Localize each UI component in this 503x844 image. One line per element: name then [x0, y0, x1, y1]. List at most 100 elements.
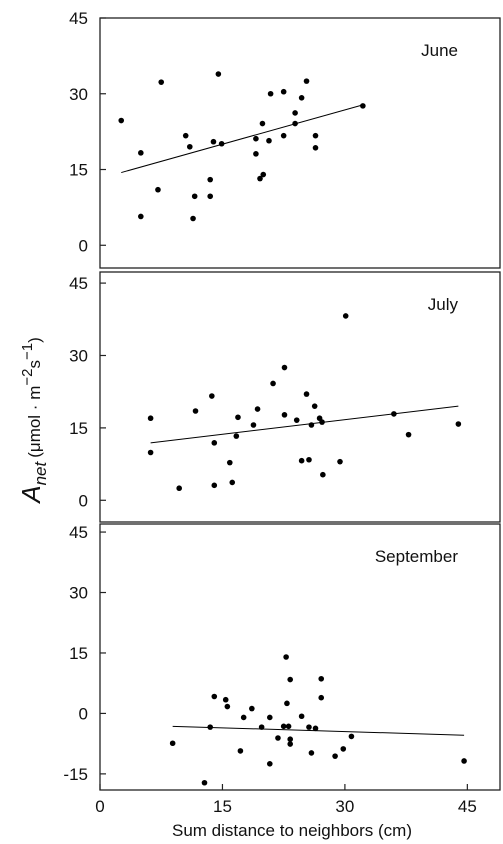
point [360, 103, 366, 109]
point [293, 417, 300, 423]
y-axis-label-part: A [16, 485, 46, 504]
point [169, 740, 176, 747]
point [332, 753, 338, 759]
fit-line [121, 104, 363, 174]
y-axis-label-part: −1 [19, 343, 36, 360]
point [292, 110, 298, 116]
point [211, 693, 218, 700]
point [182, 132, 189, 139]
point [257, 175, 263, 182]
point [280, 88, 287, 95]
point [118, 117, 125, 124]
point [158, 79, 165, 85]
point [266, 137, 272, 144]
fit-line [172, 725, 465, 736]
panel-title: September [375, 547, 458, 566]
point [308, 750, 315, 756]
panel-frame [99, 17, 501, 269]
point [275, 735, 281, 741]
point [215, 71, 222, 77]
point [192, 408, 199, 414]
point [191, 193, 198, 200]
point [285, 723, 292, 730]
y-tick-label: 15 [69, 161, 88, 180]
point [240, 714, 247, 721]
point [298, 457, 305, 464]
y-axis-label-part: s [25, 360, 44, 369]
point [340, 746, 347, 752]
fit-line [150, 405, 459, 444]
point [306, 724, 312, 730]
point [267, 90, 274, 97]
x-tick-label: 15 [213, 797, 232, 816]
point [312, 132, 319, 139]
point [270, 380, 276, 387]
point [222, 696, 229, 703]
point [190, 215, 196, 222]
point [303, 78, 310, 84]
point [211, 440, 218, 446]
point [306, 456, 312, 463]
point [147, 415, 154, 422]
point [207, 176, 214, 183]
y-tick-label: 15 [69, 644, 88, 663]
point [253, 151, 259, 157]
point [312, 144, 319, 151]
point [337, 458, 343, 465]
panel-title: July [428, 295, 459, 314]
point [348, 733, 355, 740]
point [461, 758, 467, 764]
y-tick-label: 45 [69, 523, 88, 542]
point [207, 193, 214, 200]
point [455, 421, 462, 427]
point [226, 459, 233, 466]
point [147, 449, 154, 456]
y-tick-label: 30 [69, 85, 88, 104]
y-tick-label: 0 [79, 704, 88, 723]
y-tick-label: 30 [69, 346, 88, 365]
point [201, 779, 208, 786]
point [303, 391, 310, 397]
point [320, 471, 326, 478]
point [209, 393, 215, 399]
y-tick-label: 0 [79, 491, 88, 510]
panel-frame [99, 271, 501, 523]
point [266, 714, 273, 721]
point [283, 654, 289, 660]
point [138, 213, 144, 220]
panel-title: June [421, 41, 458, 60]
point [210, 138, 217, 145]
point [281, 364, 288, 371]
point [237, 748, 244, 754]
point [229, 479, 236, 486]
point [342, 313, 349, 319]
point [254, 406, 261, 412]
y-axis-label: Anet (μmol · m−2s−1) [16, 337, 50, 505]
point [224, 703, 231, 710]
point [405, 431, 412, 438]
y-tick-label: -15 [63, 765, 88, 784]
y-tick-label: 0 [79, 236, 88, 255]
point [318, 675, 325, 682]
point [266, 761, 273, 767]
point [311, 403, 318, 409]
y-tick-label: 15 [69, 419, 88, 438]
y-axis-label-part: net [31, 460, 50, 485]
point [233, 433, 240, 439]
point [176, 485, 182, 492]
point [155, 186, 161, 193]
point [260, 171, 267, 178]
point [280, 132, 287, 139]
point [298, 713, 305, 720]
point [186, 143, 193, 150]
point [235, 414, 241, 421]
point [250, 422, 257, 428]
y-tick-label: 45 [69, 9, 88, 28]
x-axis-label: Sum distance to neighbors (cm) [172, 821, 412, 840]
point [318, 694, 325, 701]
point [287, 741, 294, 747]
point [281, 412, 288, 418]
panel-frame [99, 523, 501, 791]
point [287, 676, 294, 683]
